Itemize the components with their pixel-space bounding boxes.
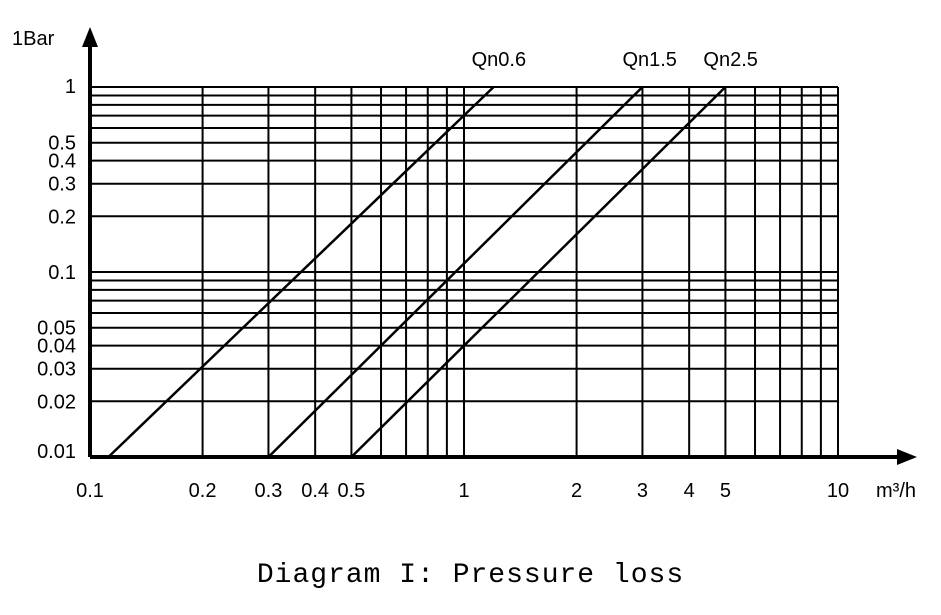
y-axis-arrow-icon: [82, 27, 98, 47]
x-tick-label: 0.5: [338, 480, 366, 502]
x-tick-label: 1: [458, 480, 469, 502]
y-tick-label: 1: [65, 76, 76, 98]
x-tick-label: 4: [684, 480, 695, 502]
x-axis-arrow-icon: [897, 449, 917, 465]
series-label: Qn1.5: [622, 49, 676, 71]
pressure-loss-chart: Qn0.6 Qn1.5 Qn2.5 0.1 0.2 0.3 0.4 0.5 1 2 3 4 5 10 0…: [12, 27, 917, 502]
series-label: Qn2.5: [703, 49, 757, 71]
diagram-caption: Diagram I: Pressure loss: [256, 560, 685, 591]
x-tick-label: 5: [720, 480, 731, 502]
series-lines: Qn0.6 Qn1.5 Qn2.5: [107, 49, 758, 458]
y-tick-label: 0.04: [37, 336, 76, 358]
series-line-qn1-5: [267, 86, 644, 458]
y-tick-label: 0.02: [37, 391, 76, 413]
x-tick-label: 10: [827, 480, 849, 502]
x-tick-label: 0.2: [189, 480, 217, 502]
axes: [82, 27, 917, 465]
series-line-qn2-5: [350, 86, 727, 458]
y-tick-label: 0.4: [48, 151, 76, 173]
series-label: Qn0.6: [472, 49, 526, 71]
y-tick-label: 0.03: [37, 359, 76, 381]
y-tick-labels: 0.01 0.02 0.030.040.05 0.1 0.2 0.30.40.5 1: [37, 76, 76, 463]
y-tick-label: 0.1: [48, 262, 76, 284]
series-line-qn0-6: [107, 86, 495, 458]
x-tick-label: 0.1: [76, 480, 104, 502]
y-tick-label: 0.5: [48, 133, 76, 155]
y-tick-label: 0.01: [37, 441, 76, 463]
y-tick-label: 0.3: [48, 174, 76, 196]
x-tick-labels: 0.1 0.2 0.3 0.4 0.5 1 2 3 4 5 10: [76, 480, 849, 502]
x-tick-label: 0.3: [255, 480, 283, 502]
x-tick-label: 2: [571, 480, 582, 502]
y-axis-label: 1Bar: [12, 28, 55, 50]
y-tick-label: 0.05: [37, 318, 76, 340]
x-axis-label: m³/h: [876, 480, 916, 502]
grid-lines: [90, 86, 839, 457]
y-tick-label: 0.2: [48, 206, 76, 228]
x-tick-label: 3: [637, 480, 648, 502]
x-tick-label: 0.4: [301, 480, 329, 502]
